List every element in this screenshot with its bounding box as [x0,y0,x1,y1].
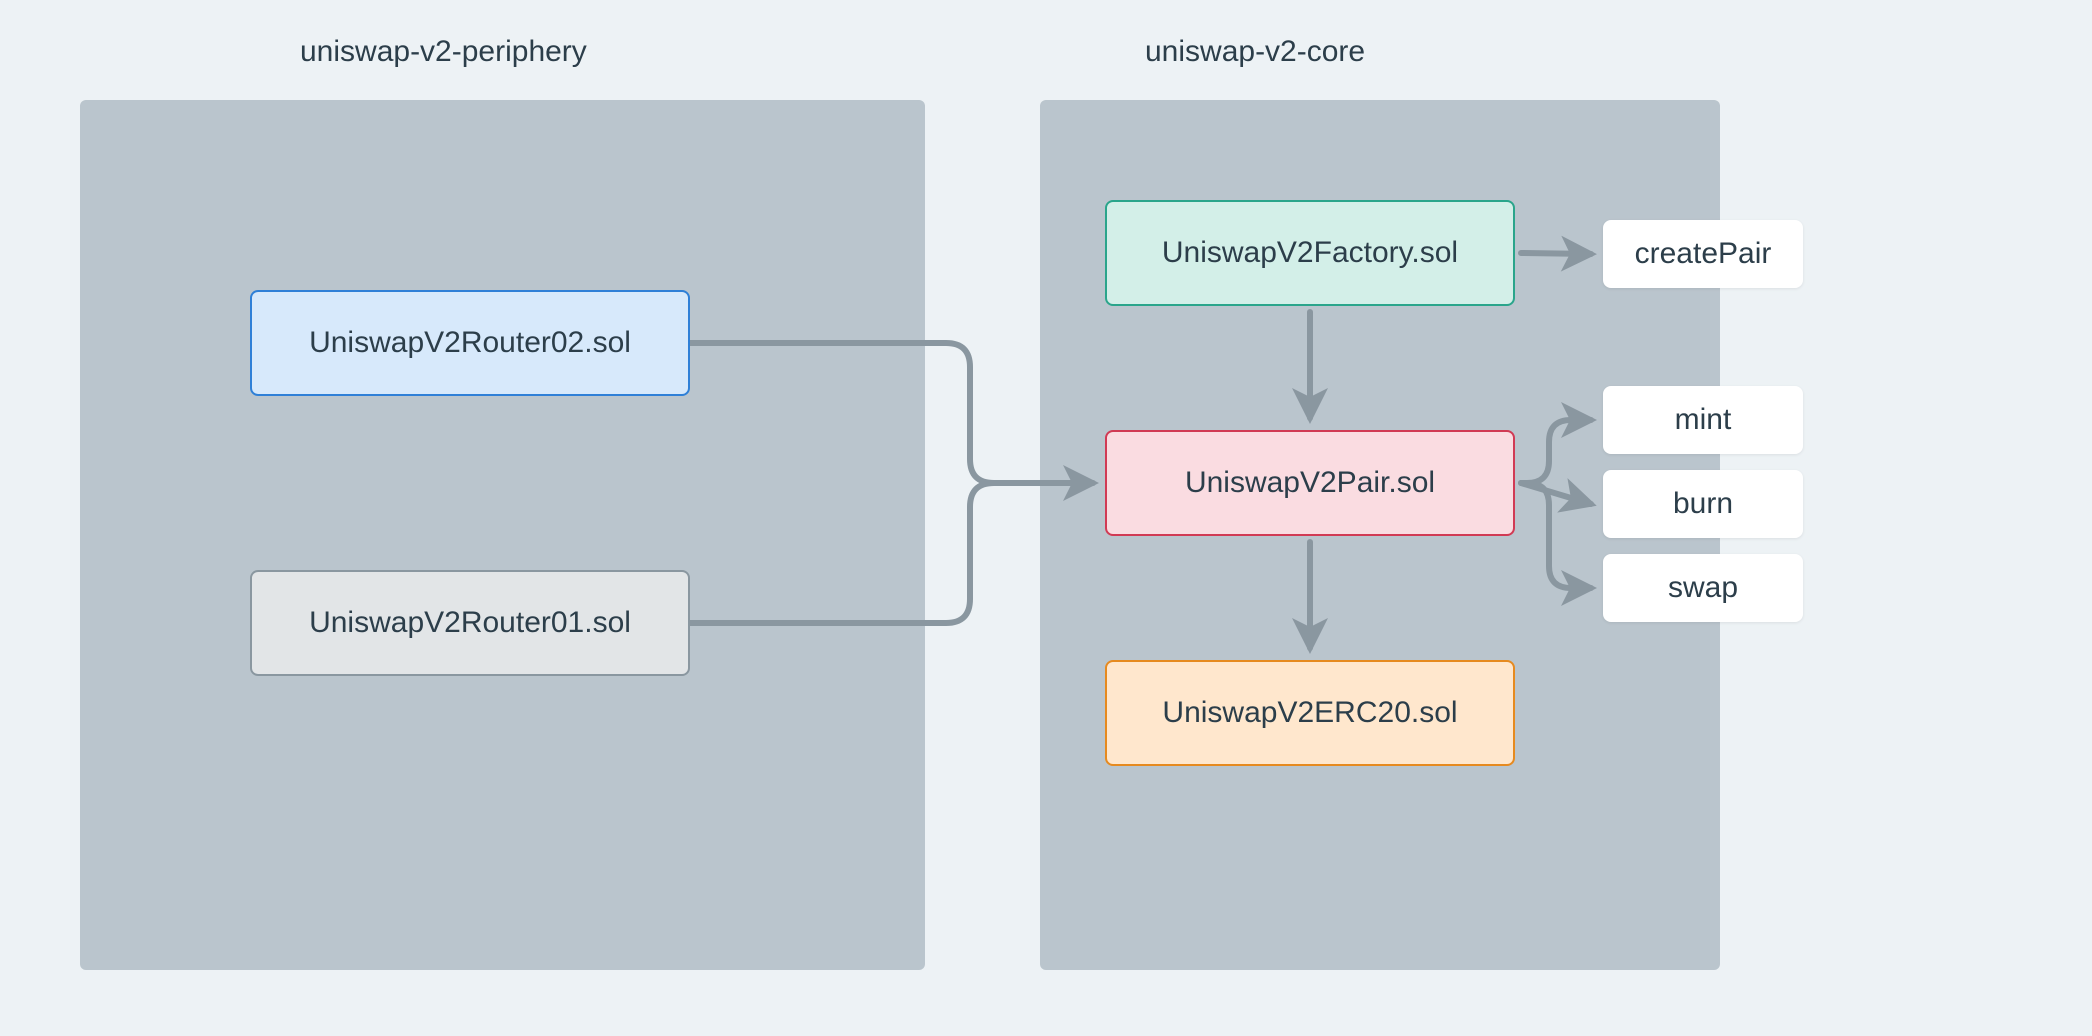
diagram-canvas: uniswap-v2-periphery uniswap-v2-core Uni… [0,0,2092,1036]
node-label: UniswapV2Router01.sol [309,606,631,640]
panel-title-periphery: uniswap-v2-periphery [300,35,587,69]
node-label: UniswapV2Factory.sol [1162,236,1458,270]
fn-label: swap [1668,571,1738,605]
node-pair: UniswapV2Pair.sol [1105,430,1515,536]
fn-label: burn [1673,487,1733,521]
fn-burn: burn [1603,470,1803,538]
node-factory: UniswapV2Factory.sol [1105,200,1515,306]
node-label: UniswapV2Pair.sol [1185,466,1435,500]
fn-createpair: createPair [1603,220,1803,288]
node-label: UniswapV2Router02.sol [309,326,631,360]
panel-title-core: uniswap-v2-core [1145,35,1365,69]
node-router01: UniswapV2Router01.sol [250,570,690,676]
fn-label: createPair [1635,237,1772,271]
node-router02: UniswapV2Router02.sol [250,290,690,396]
fn-swap: swap [1603,554,1803,622]
fn-mint: mint [1603,386,1803,454]
node-erc20: UniswapV2ERC20.sol [1105,660,1515,766]
node-label: UniswapV2ERC20.sol [1162,696,1457,730]
panel-periphery [80,100,925,970]
fn-label: mint [1675,403,1732,437]
